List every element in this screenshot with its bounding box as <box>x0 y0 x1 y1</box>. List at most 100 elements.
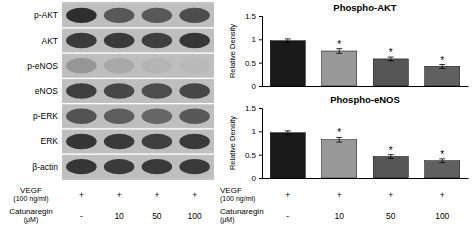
error-cap <box>285 134 291 135</box>
blot-row-label: p-ERK <box>33 111 58 121</box>
bar-marks <box>270 131 460 178</box>
row-unit: (μM) <box>24 216 39 224</box>
y-tick-mark <box>259 86 262 87</box>
error-cap <box>285 38 291 39</box>
band <box>104 134 135 149</box>
band <box>179 159 210 174</box>
band <box>104 109 135 124</box>
band <box>142 109 173 124</box>
band <box>179 8 210 23</box>
y-axis: 00.511.5 <box>245 104 263 183</box>
blot-row <box>62 155 214 178</box>
y-tick-mark <box>259 155 262 156</box>
bar-marks <box>270 39 460 86</box>
band <box>142 134 173 149</box>
band <box>179 134 210 149</box>
blot-row <box>62 4 214 27</box>
y-tick-mark <box>259 63 262 64</box>
y-tick-mark <box>259 131 262 132</box>
error-cap <box>439 162 445 163</box>
band <box>66 58 97 73</box>
x-axis <box>263 86 469 87</box>
y-tick-mark <box>259 108 262 109</box>
band <box>179 58 210 73</box>
error-cap <box>388 60 394 61</box>
band <box>142 58 173 73</box>
y-axis-title: Relative Density <box>228 116 237 170</box>
band <box>142 83 173 98</box>
y-tick: 0 <box>252 82 262 91</box>
error-bar <box>285 131 291 135</box>
row-unit: (μM) <box>220 216 235 224</box>
significance: * <box>440 149 444 160</box>
band <box>179 83 210 98</box>
y-axis-line <box>259 17 263 87</box>
bar <box>322 140 357 178</box>
blot-background <box>62 2 214 180</box>
row-value: - <box>286 211 289 221</box>
y-tick-mark <box>259 39 262 40</box>
y-tick-label: 0 <box>252 82 257 91</box>
bar <box>373 157 408 178</box>
row-value: 10 <box>114 211 124 221</box>
band <box>142 8 173 23</box>
error-cap <box>439 68 445 69</box>
row-value: 50 <box>152 211 162 221</box>
band <box>66 134 97 149</box>
y-tick-label: 1.5 <box>245 12 257 21</box>
blot-row-label: p-eNOS <box>27 61 58 71</box>
error-cap <box>388 158 394 159</box>
chart-title: Phospho-eNOS <box>330 94 400 105</box>
y-tick: 1 <box>252 35 262 44</box>
row-label: Catunaregin <box>220 207 264 216</box>
row-value: + <box>192 190 197 200</box>
blot-row <box>62 29 214 52</box>
bar-panel: 00.511.5Phospho-eNOSRelative Density***V… <box>220 94 469 224</box>
significance: * <box>337 39 341 50</box>
row-separator <box>62 153 214 154</box>
band <box>104 159 135 174</box>
row-label: VEGF <box>20 186 42 195</box>
band <box>104 33 135 48</box>
blot-row <box>62 80 214 103</box>
band <box>66 8 97 23</box>
y-tick-mark <box>259 16 262 17</box>
row-unit: (100 ng/ml) <box>220 195 255 203</box>
bar <box>322 51 357 86</box>
row-separator <box>62 103 214 104</box>
row-separator <box>62 78 214 79</box>
band <box>104 8 135 23</box>
y-tick-label: 0.5 <box>245 59 257 68</box>
row-value: + <box>440 190 445 200</box>
significance: * <box>440 55 444 66</box>
band <box>142 159 173 174</box>
y-tick-label: 1 <box>252 35 257 44</box>
band <box>66 33 97 48</box>
row-value: + <box>154 190 159 200</box>
significance: * <box>337 127 341 138</box>
error-cap <box>336 142 342 143</box>
y-tick-label: 1 <box>252 127 257 136</box>
blot-row-label: p-AKT <box>34 10 58 20</box>
y-tick: 1.5 <box>245 104 262 113</box>
chart-title: Phospho-AKT <box>333 2 397 13</box>
row-value: + <box>388 190 393 200</box>
band <box>104 83 135 98</box>
figure: p-AKTAKTp-eNOSeNOSp-ERKERKβ-actinVEGF(10… <box>0 0 474 231</box>
y-axis-title: Relative Density <box>228 24 237 78</box>
bar-panel: 00.511.5Phospho-AKTRelative Density*** <box>228 2 469 91</box>
row-separator <box>62 53 214 54</box>
bar <box>425 66 460 86</box>
blot-row <box>62 54 214 77</box>
band <box>66 109 97 124</box>
blot-row <box>62 105 214 128</box>
error-stem <box>287 39 288 43</box>
bar <box>373 59 408 86</box>
band <box>66 159 97 174</box>
row-value: 100 <box>188 211 202 221</box>
y-tick: 1 <box>252 127 262 136</box>
band <box>104 58 135 73</box>
band <box>179 109 210 124</box>
blot-row-label: AKT <box>41 36 58 46</box>
y-tick: 0 <box>252 174 262 183</box>
